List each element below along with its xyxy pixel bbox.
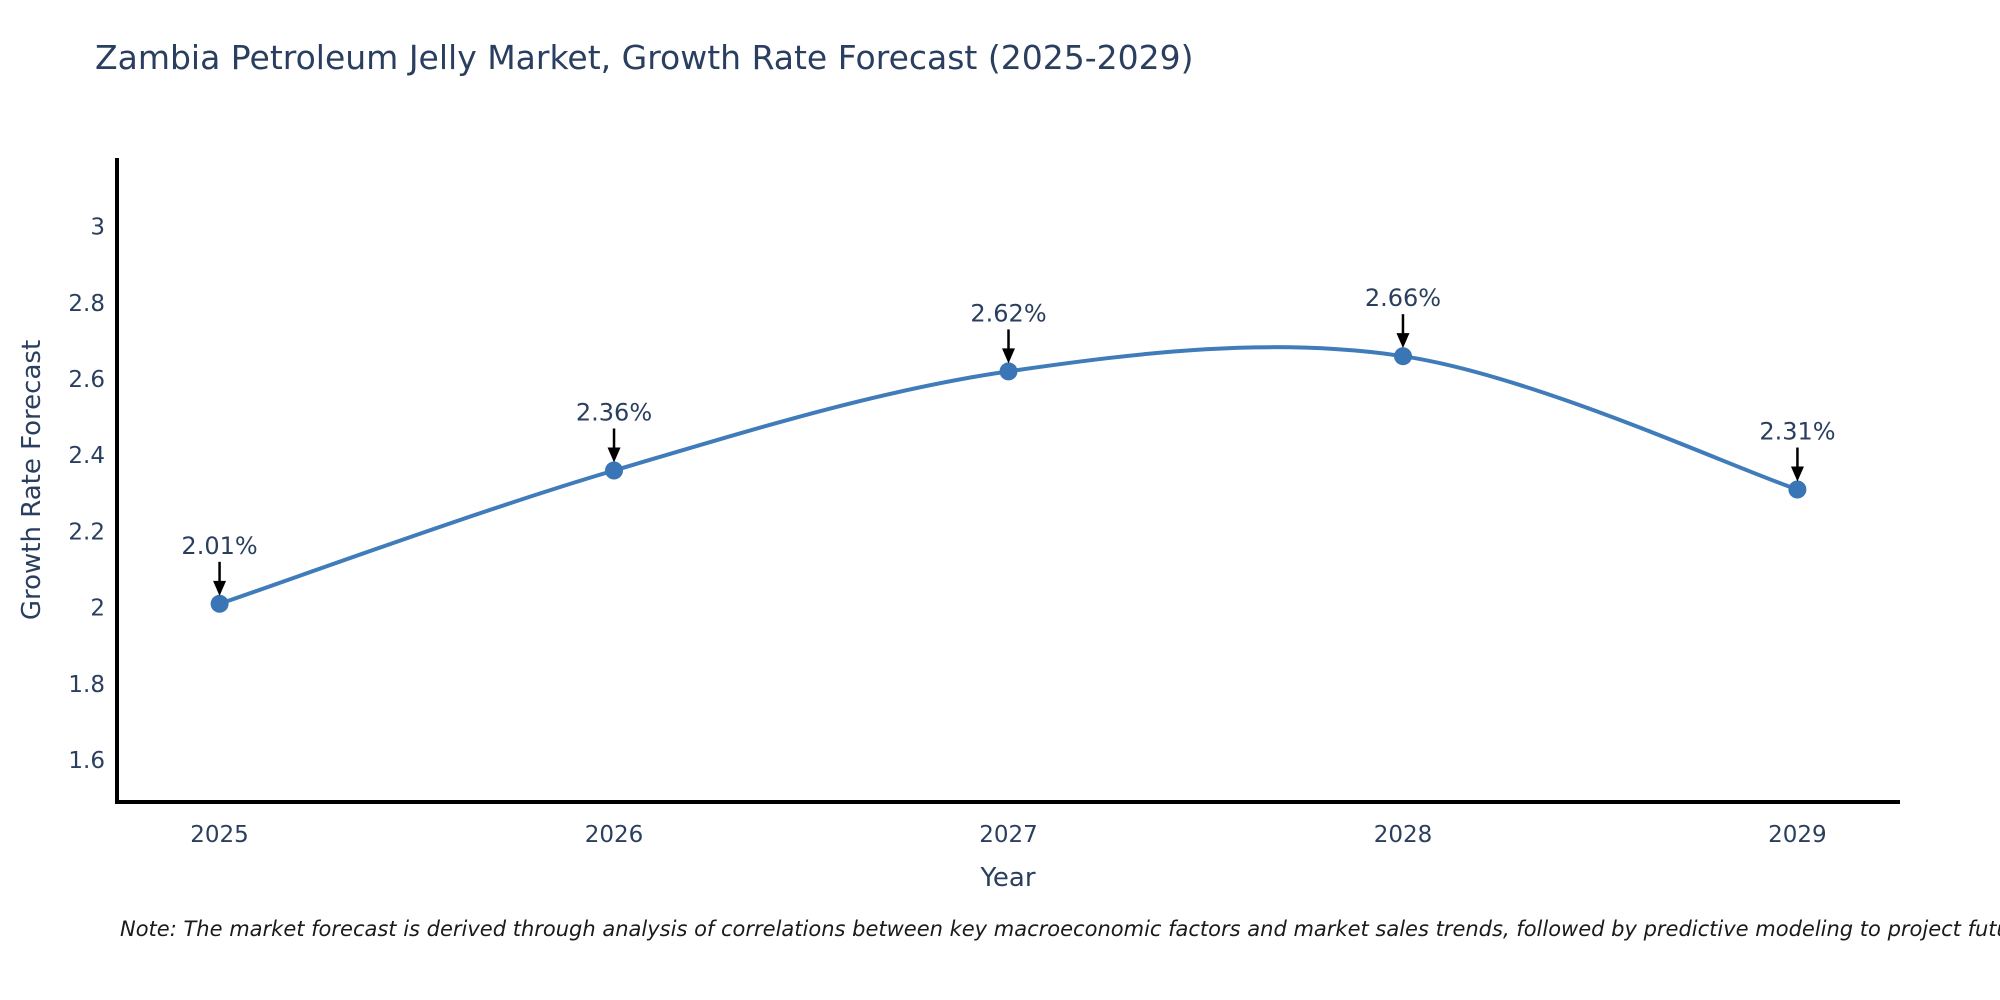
data-point-marker <box>999 362 1018 381</box>
axes <box>115 158 1900 804</box>
series-line <box>217 345 1800 606</box>
y-tick-label: 2.2 <box>68 519 105 545</box>
x-tick-label: 2029 <box>1768 822 1827 848</box>
point-value-label: 2.36% <box>576 398 652 426</box>
axis-ticks: 1.6 1.8 2 2.2 2.4 2.6 2.8 3 2025 2026 2027 2028 2029 <box>68 215 1826 848</box>
data-series <box>210 345 1807 613</box>
y-tick-label: 2.8 <box>68 291 105 317</box>
y-tick-label: 2.4 <box>68 443 105 469</box>
y-axis-title: Growth Rate Forecast <box>17 340 47 620</box>
point-value-label: 2.66% <box>1365 284 1441 312</box>
point-annotations: 2.01% 2.36% 2.62% 2.66% 2.31% <box>181 284 1836 596</box>
y-tick-label: 1.8 <box>68 672 105 698</box>
point-value-label: 2.62% <box>970 299 1046 327</box>
x-tick-label: 2027 <box>979 822 1038 848</box>
point-value-label: 2.31% <box>1759 418 1835 446</box>
annotation-arrow-head <box>213 580 227 596</box>
data-point-marker <box>1788 480 1807 499</box>
y-tick-label: 3 <box>90 215 105 241</box>
chart-title: Zambia Petroleum Jelly Market, Growth Ra… <box>95 38 1194 77</box>
point-value-label: 2.01% <box>181 532 257 560</box>
x-tick-label: 2028 <box>1374 822 1433 848</box>
annotation-arrow-head <box>1790 466 1804 482</box>
annotation-arrow-head <box>1002 348 1015 364</box>
y-tick-label: 2.6 <box>68 367 105 393</box>
annotation-arrow-head <box>1396 333 1410 349</box>
data-point-marker <box>605 461 623 480</box>
x-tick-label: 2026 <box>585 822 644 848</box>
y-tick-label: 2 <box>90 596 105 622</box>
x-axis-title: Year <box>979 863 1035 893</box>
data-point-marker <box>210 594 229 613</box>
annotation-arrow-head <box>607 447 621 463</box>
x-tick-label: 2025 <box>190 822 249 848</box>
footnote: Note: The market forecast is derived thr… <box>120 917 2000 941</box>
data-point-marker <box>1394 347 1412 366</box>
y-tick-label: 1.6 <box>68 748 105 774</box>
